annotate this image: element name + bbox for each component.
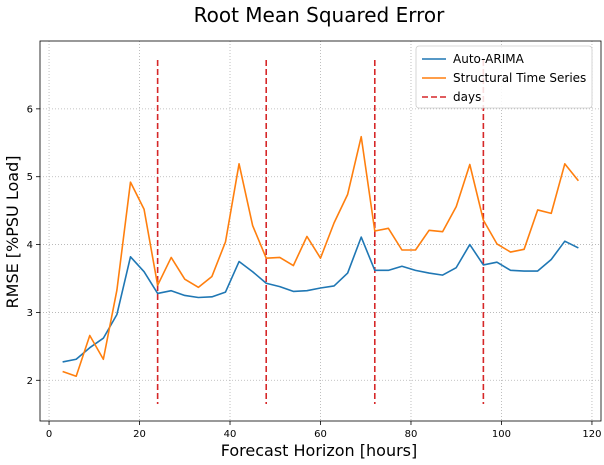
x-tick-label: 20 bbox=[133, 429, 146, 440]
y-tick-label: 3 bbox=[27, 308, 33, 319]
series-line-auto-arima bbox=[62, 236, 579, 363]
series-line-structural-time-series bbox=[62, 135, 580, 378]
y-axis: 2 3 4 5 6 bbox=[27, 104, 40, 387]
x-tick-label: 40 bbox=[224, 429, 237, 440]
x-tick-label: 80 bbox=[405, 429, 418, 440]
grid bbox=[40, 41, 601, 421]
legend-label: Auto-ARIMA bbox=[453, 52, 525, 66]
x-axis-label: Forecast Horizon [hours] bbox=[221, 441, 418, 460]
y-tick-label: 6 bbox=[27, 104, 33, 115]
days-lines bbox=[156, 60, 485, 405]
legend-box bbox=[415, 45, 593, 109]
chart-title: Root Mean Squared Error bbox=[194, 3, 446, 27]
x-tick-label: 60 bbox=[314, 429, 327, 440]
x-tick-label: 120 bbox=[582, 429, 601, 440]
x-tick-label: 100 bbox=[492, 429, 511, 440]
legend-label: days bbox=[453, 90, 481, 104]
y-tick-label: 2 bbox=[27, 376, 33, 387]
x-axis: 0 20 40 60 80 100 120 bbox=[46, 421, 601, 440]
y-tick-label: 5 bbox=[27, 172, 33, 183]
legend-label: Structural Time Series bbox=[453, 71, 586, 85]
y-tick-label: 4 bbox=[27, 240, 33, 251]
legend: Auto-ARIMA Structural Time Series days bbox=[415, 45, 593, 109]
series-lines bbox=[62, 135, 580, 378]
x-tick-label: 0 bbox=[46, 429, 52, 440]
y-axis-label: RMSE [%PSU Load] bbox=[3, 156, 22, 309]
